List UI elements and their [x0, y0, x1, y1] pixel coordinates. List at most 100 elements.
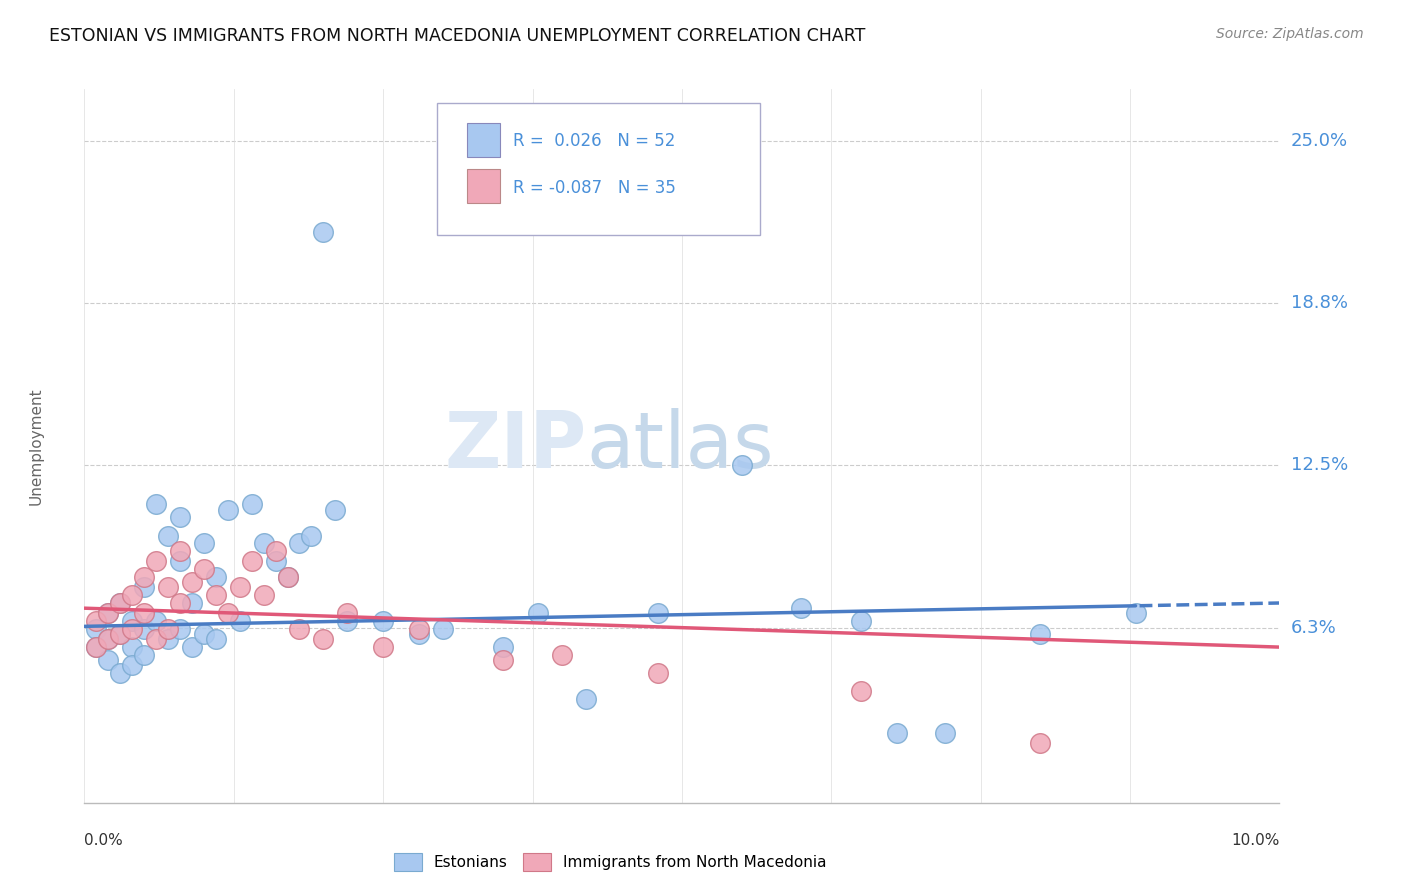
Point — [276, 570, 298, 584]
Point — [169, 554, 191, 568]
Point — [157, 632, 180, 647]
Point — [527, 607, 550, 621]
Point — [169, 596, 191, 610]
Point — [121, 658, 143, 673]
Point — [132, 570, 156, 584]
FancyBboxPatch shape — [467, 169, 501, 203]
Text: ZIP: ZIP — [444, 408, 586, 484]
Point — [228, 581, 252, 595]
Point — [169, 544, 191, 558]
Point — [97, 653, 120, 667]
Point — [97, 607, 120, 621]
Point — [132, 622, 156, 636]
Point — [336, 614, 359, 628]
Point — [157, 581, 180, 595]
Point — [371, 614, 394, 628]
Point — [110, 666, 132, 681]
Point — [110, 627, 132, 641]
Point — [121, 614, 143, 628]
Point — [193, 536, 215, 550]
Text: 12.5%: 12.5% — [1291, 457, 1348, 475]
Point — [145, 554, 167, 568]
Point — [86, 640, 108, 654]
Point — [790, 601, 813, 615]
Point — [110, 596, 132, 610]
Text: 25.0%: 25.0% — [1291, 132, 1348, 150]
Point — [132, 648, 156, 662]
Point — [86, 640, 108, 654]
Point — [492, 640, 515, 654]
Point — [264, 554, 287, 568]
Point — [253, 588, 276, 602]
Point — [228, 614, 252, 628]
Point — [336, 607, 359, 621]
Text: Unemployment: Unemployment — [30, 387, 44, 505]
Point — [323, 502, 347, 516]
Point — [312, 632, 335, 647]
FancyBboxPatch shape — [437, 103, 759, 235]
Point — [86, 622, 108, 636]
Point — [575, 692, 598, 706]
Point — [97, 632, 120, 647]
Point — [97, 607, 120, 621]
FancyBboxPatch shape — [467, 123, 501, 157]
Point — [849, 614, 872, 628]
Point — [288, 622, 311, 636]
Point — [110, 627, 132, 641]
Legend: Estonians, Immigrants from North Macedonia: Estonians, Immigrants from North Macedon… — [388, 847, 832, 877]
Point — [217, 502, 239, 516]
Point — [205, 588, 228, 602]
Point — [240, 554, 263, 568]
Point — [1029, 627, 1052, 641]
Point — [312, 225, 335, 239]
Point — [97, 632, 120, 647]
Text: 6.3%: 6.3% — [1291, 619, 1336, 637]
Point — [169, 510, 191, 524]
Point — [205, 632, 228, 647]
Point — [180, 575, 202, 590]
Point — [934, 725, 956, 739]
Text: 18.8%: 18.8% — [1291, 294, 1347, 312]
Point — [551, 648, 574, 662]
Text: R = -0.087   N = 35: R = -0.087 N = 35 — [513, 178, 676, 196]
Text: 0.0%: 0.0% — [84, 833, 124, 848]
Point — [110, 596, 132, 610]
Text: Source: ZipAtlas.com: Source: ZipAtlas.com — [1216, 27, 1364, 41]
Point — [205, 570, 228, 584]
Point — [492, 653, 515, 667]
Point — [157, 622, 180, 636]
Point — [193, 627, 215, 641]
Text: atlas: atlas — [586, 408, 773, 484]
Point — [1029, 736, 1052, 750]
Point — [145, 632, 167, 647]
Point — [432, 622, 454, 636]
Point — [121, 640, 143, 654]
Point — [288, 536, 311, 550]
Point — [849, 684, 872, 698]
Point — [169, 622, 191, 636]
Point — [145, 614, 167, 628]
Point — [647, 607, 669, 621]
Point — [647, 666, 669, 681]
Point — [132, 607, 156, 621]
Point — [408, 627, 430, 641]
Point — [132, 581, 156, 595]
Point — [253, 536, 276, 550]
Point — [180, 640, 202, 654]
Point — [886, 725, 908, 739]
Point — [86, 614, 108, 628]
Text: R =  0.026   N = 52: R = 0.026 N = 52 — [513, 132, 676, 150]
Point — [240, 497, 263, 511]
Point — [121, 622, 143, 636]
Point — [193, 562, 215, 576]
Point — [301, 528, 323, 542]
Point — [264, 544, 287, 558]
Text: ESTONIAN VS IMMIGRANTS FROM NORTH MACEDONIA UNEMPLOYMENT CORRELATION CHART: ESTONIAN VS IMMIGRANTS FROM NORTH MACEDO… — [49, 27, 866, 45]
Point — [121, 588, 143, 602]
Point — [371, 640, 394, 654]
Point — [731, 458, 754, 473]
Point — [157, 528, 180, 542]
Point — [408, 622, 430, 636]
Point — [145, 497, 167, 511]
Point — [276, 570, 298, 584]
